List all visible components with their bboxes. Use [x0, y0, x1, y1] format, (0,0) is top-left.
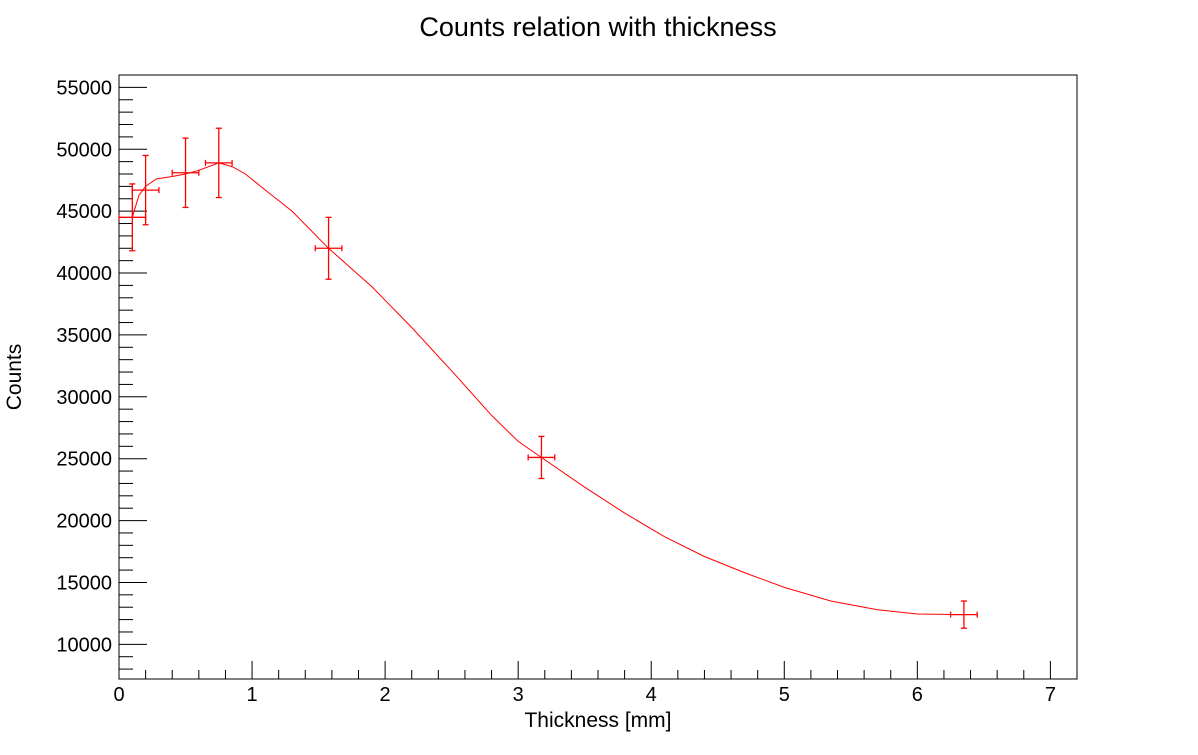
fit-curve: [131, 162, 964, 616]
x-tick-label: 3: [513, 684, 524, 706]
plot-frame: [118, 74, 1078, 680]
x-tick-label: 0: [113, 684, 124, 706]
data-point: [171, 137, 200, 209]
x-tick-label: 7: [1045, 684, 1056, 706]
x-tick-label: 2: [380, 684, 391, 706]
y-tick-label: 10000: [56, 634, 112, 656]
y-axis: 10000 15000 20000 25000 30000 35000 40000 45000…: [56, 77, 147, 670]
data-point: [131, 154, 160, 226]
y-tick-label: 50000: [56, 139, 112, 161]
data-point: [118, 183, 147, 252]
y-tick-label: 20000: [56, 511, 112, 533]
plot-area: [118, 127, 978, 629]
x-tick-label: 6: [912, 684, 923, 706]
y-tick-label: 25000: [56, 449, 112, 471]
y-tick-label: 45000: [56, 201, 112, 223]
y-tick-label: 15000: [56, 572, 112, 594]
x-axis: 0 1 2 3 4 5 6 7: [113, 661, 1056, 706]
y-tick-label: 40000: [56, 263, 112, 285]
y-tick-label: 30000: [56, 387, 112, 409]
y-tick-label: 55000: [56, 77, 112, 99]
x-tick-label: 5: [779, 684, 790, 706]
chart-title: Counts relation with thickness: [419, 12, 776, 42]
x-tick-label: 1: [246, 684, 257, 706]
x-tick-label: 4: [646, 684, 657, 706]
x-axis-label: Thickness [mm]: [524, 709, 671, 732]
y-tick-label: 35000: [56, 325, 112, 347]
y-axis-label: Counts: [3, 344, 26, 411]
